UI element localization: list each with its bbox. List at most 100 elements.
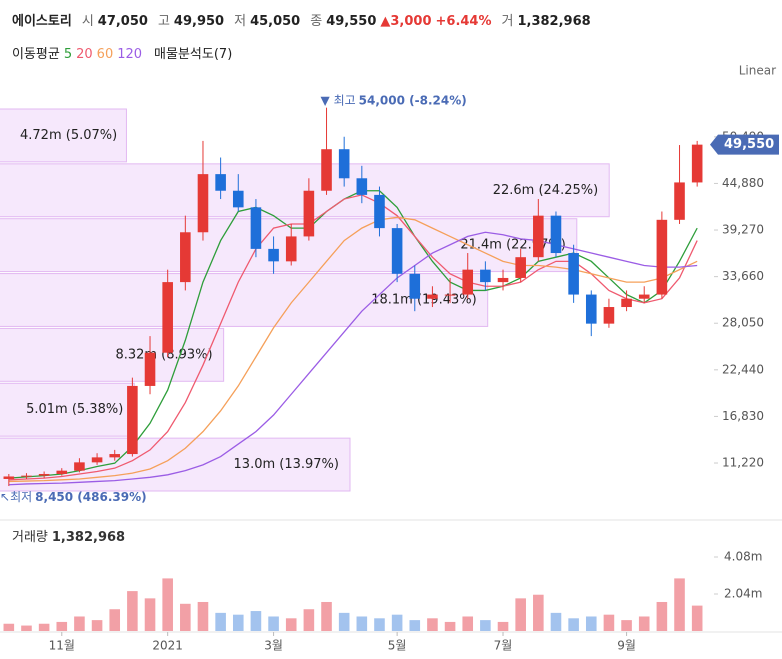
- candle-body: [444, 294, 456, 296]
- x-tick-label: 9월: [617, 639, 636, 653]
- min-text: 8,450 (486.39%): [35, 490, 146, 504]
- volume-profile-bar: [0, 437, 351, 492]
- volume-bar: [74, 616, 85, 631]
- candle-body: [621, 298, 632, 308]
- candle-body: [250, 207, 262, 249]
- candle-body: [391, 228, 403, 274]
- volume-bar: [656, 601, 668, 631]
- volume-bar: [356, 616, 368, 631]
- scale-label[interactable]: Linear: [739, 64, 776, 78]
- volume-profile-label: 18.1m (19.43%): [371, 293, 476, 308]
- max-arrow: ▼: [321, 93, 334, 107]
- y-tick-label: 44,880: [722, 176, 764, 190]
- label: 시: [81, 14, 94, 29]
- label: 거: [501, 14, 514, 29]
- candle-body: [356, 178, 368, 195]
- volume-profile-label: 4.72m (5.07%): [20, 128, 117, 143]
- value: 45,050: [250, 14, 301, 29]
- y-tick-label: 22,440: [722, 362, 764, 376]
- candle-body: [533, 215, 544, 258]
- volume-bar: [144, 598, 156, 631]
- volume-bar: [162, 578, 173, 631]
- legend-entry[interactable]: 60: [96, 47, 114, 62]
- volume-bar: [515, 598, 526, 631]
- volume-bar: [427, 618, 438, 631]
- y-tick-label: 16,830: [722, 409, 764, 423]
- volume-bar: [533, 594, 544, 631]
- candle-body: [585, 294, 597, 324]
- candle-body: [215, 174, 226, 191]
- volume-bar: [21, 625, 32, 631]
- y-tick-label: 33,660: [722, 269, 764, 283]
- volume-bar: [338, 612, 350, 631]
- legend-entry[interactable]: 20: [76, 47, 93, 62]
- volume-profile-bar: [0, 273, 489, 327]
- candle-body: [338, 149, 350, 179]
- candle-body: [656, 219, 668, 295]
- volume-bar: [674, 578, 685, 631]
- profile-label[interactable]: 매물분석도(7): [154, 47, 233, 62]
- volume-bar: [409, 620, 421, 631]
- legend: 이동평균 5 20 60 120 매물분석도(7): [12, 43, 232, 62]
- candle-body: [638, 294, 650, 299]
- volume-bar: [197, 601, 209, 631]
- volume-bar: [691, 605, 703, 631]
- volume-bar: [374, 618, 385, 631]
- candle-body: [550, 215, 562, 254]
- candle-body: [162, 282, 173, 353]
- candle-body: [409, 273, 421, 299]
- volume-bar: [444, 621, 456, 631]
- ma-line: [8, 216, 698, 483]
- candle-body: [109, 454, 121, 458]
- volume-profile-label: 8.32m (8.93%): [115, 347, 212, 362]
- volume-bar: [585, 616, 597, 631]
- ma-label[interactable]: 이동평균: [12, 47, 60, 62]
- volume-bar: [462, 616, 474, 631]
- candle-body: [515, 257, 526, 278]
- candle-body: [180, 232, 191, 283]
- candle-body: [674, 182, 685, 220]
- volume-bar: [56, 621, 68, 631]
- candle-body: [691, 144, 703, 183]
- candle-body: [91, 457, 103, 463]
- volume-title: 거래량 1,382,968: [12, 530, 125, 545]
- volume-bar: [621, 620, 632, 631]
- y-tick-label: 11,220: [722, 456, 764, 470]
- y-tick-label: 39,270: [722, 223, 764, 237]
- ma-line: [8, 190, 698, 479]
- candle-body: [603, 307, 615, 324]
- candle-body: [232, 190, 244, 208]
- stock-name: 에이스토리: [12, 14, 72, 29]
- value: 47,050: [97, 14, 148, 29]
- x-tick-label: 7월: [494, 639, 513, 653]
- volume-bar: [285, 618, 297, 631]
- y-tick-label: 28,050: [722, 316, 764, 330]
- x-tick-label: 2021: [152, 639, 183, 653]
- volume-bar: [603, 614, 615, 631]
- x-tick-label: 5월: [388, 639, 407, 653]
- x-tick-label: 3월: [264, 639, 283, 653]
- change: ▲3,000: [380, 14, 432, 29]
- volume-last: 1,382,968: [52, 530, 125, 545]
- value: 49,550: [326, 14, 377, 29]
- volume-bar: [3, 623, 15, 631]
- candle-body: [321, 149, 332, 191]
- volume-profile-label: 21.4m (22.97%): [460, 238, 565, 253]
- volume-label: 거래량: [12, 530, 48, 545]
- volume-profile-label: 22.6m (24.25%): [493, 183, 598, 198]
- candle-body: [462, 269, 474, 295]
- candle-body: [268, 248, 279, 262]
- legend-entry[interactable]: 5: [63, 47, 73, 62]
- legend-entry[interactable]: 120: [117, 47, 143, 62]
- label: 고: [157, 14, 170, 29]
- value: 1,382,968: [517, 14, 591, 29]
- volume-tick-label: 4.08m: [724, 550, 762, 564]
- candle-body: [21, 475, 32, 477]
- volume-tick-label: 2.04m: [724, 587, 762, 601]
- min-label: 최저: [10, 490, 32, 504]
- candle-body: [568, 253, 579, 295]
- candle-body: [127, 385, 138, 455]
- candle-body: [3, 476, 15, 479]
- volume-bar: [250, 611, 262, 631]
